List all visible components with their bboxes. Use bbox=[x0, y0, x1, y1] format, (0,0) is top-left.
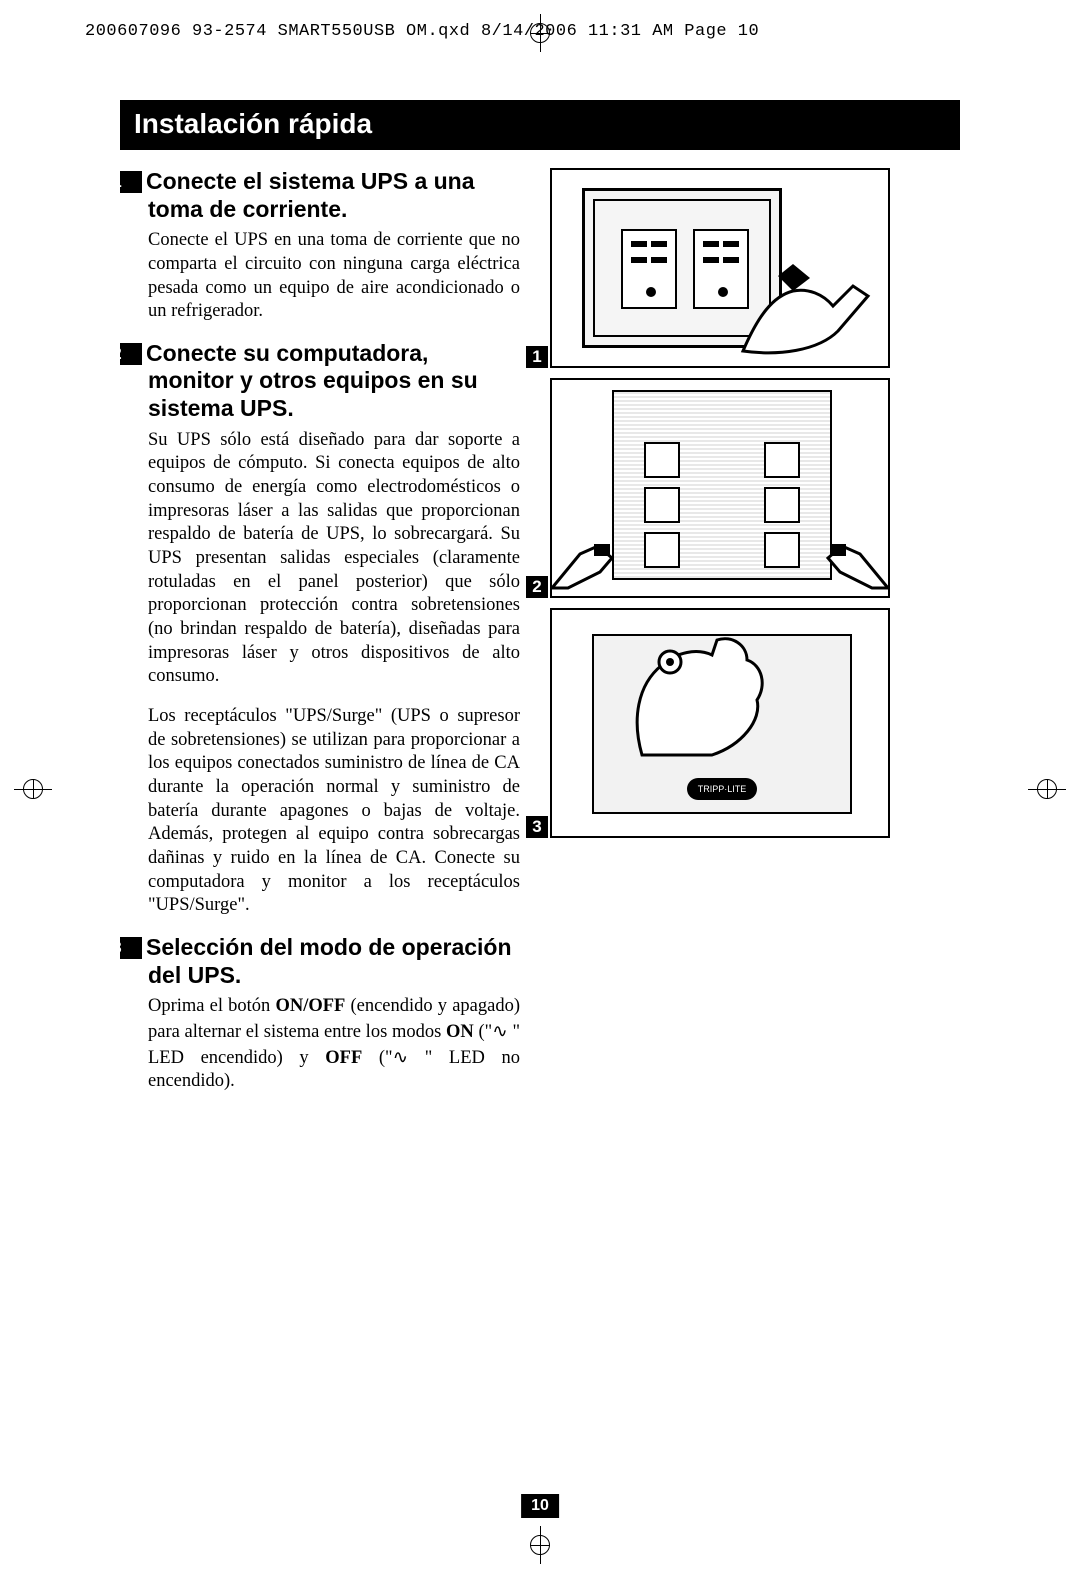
text-column: 1Conecte el sistema UPS a una toma de co… bbox=[120, 168, 520, 1110]
step-3-text-mid4: (" bbox=[362, 1048, 392, 1068]
hand-plug-illustration bbox=[738, 256, 878, 356]
page-content: Instalación rápida 1Conecte el sistema U… bbox=[120, 100, 960, 1110]
step-3-text-mid2: (" bbox=[474, 1022, 492, 1042]
step-2-heading: 2Conecte su computadora, monitor y otros… bbox=[120, 340, 520, 423]
step-1-body: Conecte el UPS en una toma de corriente … bbox=[120, 229, 520, 324]
step-2-body-a: Su UPS sólo está diseñado para dar sopor… bbox=[120, 429, 520, 689]
brand-badge: TRIPP·LITE bbox=[687, 778, 757, 800]
crop-mark-top bbox=[521, 14, 559, 52]
section-title: Instalación rápida bbox=[120, 100, 960, 150]
step-3-on: ON bbox=[446, 1022, 474, 1042]
crop-mark-bottom bbox=[521, 1526, 559, 1564]
step-2-number: 2 bbox=[120, 343, 142, 365]
figure-2: 2 bbox=[550, 378, 890, 598]
figure-3: TRIPP·LITE 3 bbox=[550, 608, 890, 838]
ups-rear-illustration bbox=[612, 390, 832, 580]
wave-icon: ∿ bbox=[393, 1046, 409, 1067]
prepress-header: 200607096 93-2574 SMART550USB OM.qxd 8/1… bbox=[85, 22, 759, 41]
figure-column: 1 2 TRIPP·LITE bbox=[550, 168, 920, 1110]
figure-1: 1 bbox=[550, 168, 890, 368]
step-3-number: 3 bbox=[120, 937, 142, 959]
step-3-heading: 3Selección del modo de operación del UPS… bbox=[120, 934, 520, 989]
step-3-body: Oprima el botón ON/OFF (encendido y apag… bbox=[120, 995, 520, 1094]
page-number: 10 bbox=[521, 1494, 559, 1518]
step-3-text-pre: Oprima el botón bbox=[148, 996, 275, 1016]
step-3-title: Selección del modo de operación del UPS. bbox=[146, 934, 512, 988]
step-2-body-b: Los receptáculos "UPS/Surge" (UPS o supr… bbox=[120, 705, 520, 918]
step-3-onoff: ON/OFF bbox=[275, 996, 345, 1016]
figure-2-label: 2 bbox=[526, 576, 548, 598]
crop-mark-left bbox=[14, 770, 52, 808]
figure-1-label: 1 bbox=[526, 346, 548, 368]
plug-right-illustration bbox=[820, 542, 890, 590]
step-3-off: OFF bbox=[325, 1048, 362, 1068]
step-2-title: Conecte su computadora, monitor y otros … bbox=[146, 340, 478, 421]
step-1-title: Conecte el sistema UPS a una toma de cor… bbox=[146, 168, 475, 222]
step-1-number: 1 bbox=[120, 171, 142, 193]
crop-mark-right bbox=[1028, 770, 1066, 808]
figure-3-label: 3 bbox=[526, 816, 548, 838]
step-1-heading: 1Conecte el sistema UPS a una toma de co… bbox=[120, 168, 520, 223]
wave-icon: ∿ bbox=[492, 1020, 508, 1041]
plug-left-illustration bbox=[550, 542, 620, 590]
hand-press-illustration bbox=[622, 630, 782, 760]
